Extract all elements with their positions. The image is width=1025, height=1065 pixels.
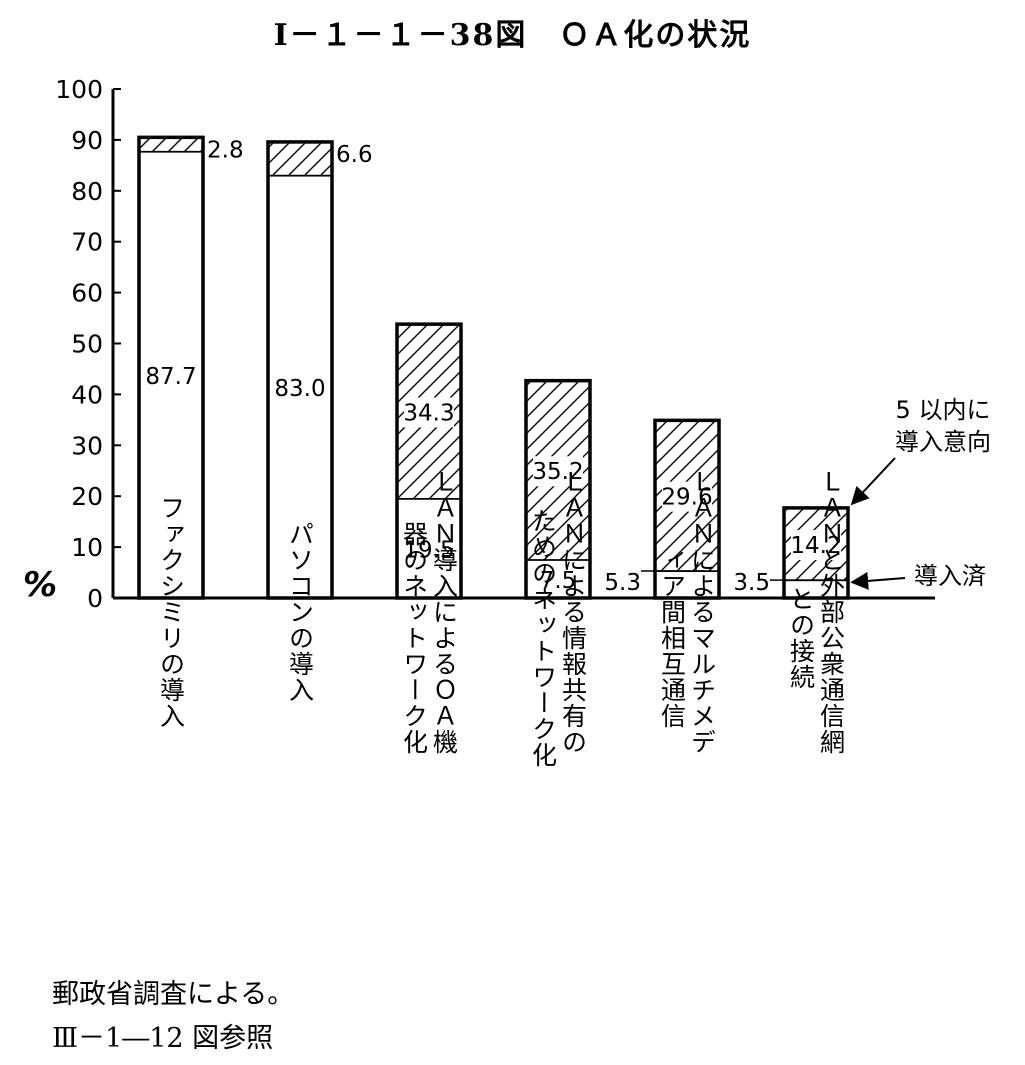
data-label-bg: [404, 397, 454, 428]
bar-outline: [653, 418, 721, 600]
data-label-bg: [533, 456, 583, 487]
data-label-installed: 19.5: [403, 537, 454, 563]
intent-annotation-line2: 導入意向: [895, 428, 991, 456]
data-label-intent: 34.3: [403, 400, 454, 426]
category-label: ＬＡＮによる情報共有の: [559, 469, 588, 755]
data-label-installed: 3.5: [733, 570, 770, 596]
bar-series: 87.7 2.8 83.0 6.6 19.5 34.3 7.5 35.2 5.3 29.6 3.5 1…: [137, 135, 850, 600]
y-tick-label: 40: [71, 380, 103, 409]
data-label-installed: 5.3: [604, 570, 641, 596]
bar-outline: [137, 135, 205, 600]
bar-intent: [268, 141, 332, 176]
data-label-intent: 35.2: [532, 459, 583, 485]
data-label-installed: 83.0: [274, 376, 325, 402]
y-tick-label: 10: [71, 533, 103, 562]
bar-outline: [395, 322, 463, 600]
category-label: パソコンの導入: [286, 521, 315, 703]
data-label-intent: 6.6: [336, 142, 373, 168]
installed-arrow: [850, 571, 906, 590]
y-tick-label: 80: [71, 177, 103, 206]
y-tick-label: 90: [71, 126, 103, 155]
y-axis-label: %: [23, 565, 57, 605]
bar-installed: [138, 150, 204, 599]
category-label: ためのネットワーク化: [529, 508, 558, 768]
category-label: との接続: [787, 586, 816, 690]
installed-annotation: 導入済: [914, 562, 986, 590]
intent-arrow: [850, 457, 896, 506]
data-label-bg: [791, 530, 841, 561]
category-label: 器のネットワーク化: [400, 521, 429, 755]
source-note: 郵政省調査による。: [52, 979, 295, 1010]
y-tick-label: 100: [55, 75, 103, 104]
y-tick-label: 0: [87, 584, 103, 613]
y-tick-label: 70: [71, 228, 103, 257]
y-tick-label: 20: [71, 482, 103, 511]
y-tick-label: 60: [71, 279, 103, 308]
y-tick-label: 50: [71, 330, 103, 359]
category-label: ファクシミリの導入: [157, 495, 186, 729]
data-label-intent: 2.8: [207, 137, 244, 163]
bar-outline: [524, 378, 592, 600]
data-label-installed: 87.7: [145, 364, 196, 390]
y-axis: 0 10 20 30 40 50 60 70 80 90 100%: [23, 75, 935, 613]
bar-installed: [267, 174, 333, 599]
data-label-intent: 29.6: [661, 485, 712, 511]
category-label: ィア間相互通信: [658, 547, 687, 729]
bar-intent: [139, 137, 203, 152]
bar-outline: [782, 506, 850, 600]
reference-note: Ⅲ－1―12 図参照: [52, 1023, 274, 1054]
category-label: ＬＡＮと外部公衆通信網: [817, 469, 846, 755]
chart-title: Ⅰ－１－１－38図 ＯＡ化の状況: [273, 18, 752, 53]
data-label-bg: [662, 481, 712, 512]
bar-outline: [266, 140, 334, 600]
data-label-intent: 14.2: [790, 533, 841, 559]
category-label: ＬＡＮによるマルチメデ: [688, 469, 717, 755]
intent-annotation-line1: 5 以内に: [896, 396, 991, 424]
category-label: ＬＡＮ導入によるＯＡ機: [430, 469, 459, 755]
data-label-installed: 7.5: [540, 568, 577, 594]
y-tick-label: 30: [71, 431, 103, 460]
